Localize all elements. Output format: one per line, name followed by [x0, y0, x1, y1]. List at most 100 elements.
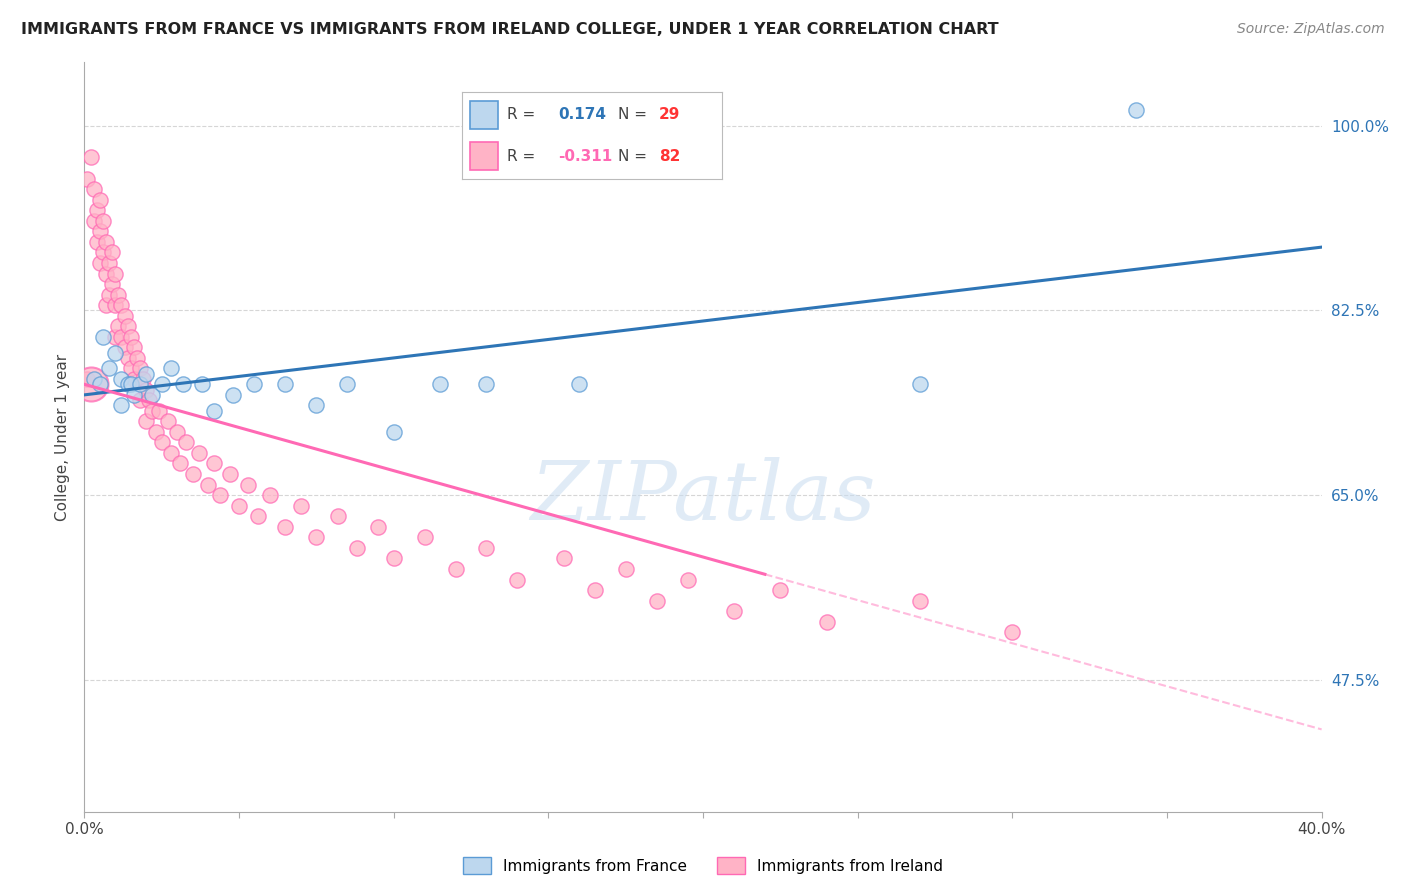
Point	[172, 377, 194, 392]
Point	[305, 530, 328, 544]
Point	[181, 467, 204, 481]
Point	[176, 435, 198, 450]
Point	[132, 372, 155, 386]
Point	[166, 425, 188, 439]
Point	[197, 477, 219, 491]
Point	[150, 377, 173, 392]
Point	[908, 593, 931, 607]
Point	[290, 499, 312, 513]
Point	[475, 541, 498, 555]
Point	[110, 372, 132, 386]
Point	[129, 377, 152, 392]
Point	[274, 520, 297, 534]
Point	[568, 377, 591, 392]
Point	[382, 425, 405, 439]
Point	[259, 488, 281, 502]
Point	[1125, 103, 1147, 117]
Point	[209, 488, 232, 502]
Point	[156, 414, 179, 428]
Point	[94, 267, 117, 281]
Point	[135, 367, 157, 381]
Point	[150, 435, 173, 450]
Point	[506, 573, 529, 587]
Point	[326, 509, 349, 524]
Text: ZIPatlas: ZIPatlas	[530, 457, 876, 537]
Point	[101, 245, 124, 260]
Point	[94, 298, 117, 312]
Point	[86, 235, 108, 249]
Point	[79, 377, 101, 392]
Point	[120, 377, 142, 392]
Point	[429, 377, 451, 392]
Point	[553, 551, 575, 566]
Point	[413, 530, 436, 544]
Point	[645, 593, 668, 607]
Point	[346, 541, 368, 555]
Point	[129, 393, 152, 408]
Point	[475, 377, 498, 392]
Point	[91, 213, 114, 227]
Point	[91, 245, 114, 260]
Point	[89, 193, 111, 207]
Point	[238, 477, 260, 491]
Point	[86, 203, 108, 218]
Point	[83, 182, 105, 196]
Point	[160, 361, 183, 376]
Point	[382, 551, 405, 566]
Point	[444, 562, 467, 576]
Point	[83, 372, 105, 386]
Point	[676, 573, 699, 587]
Point	[98, 361, 121, 376]
Point	[228, 499, 250, 513]
Point	[104, 267, 127, 281]
Point	[104, 330, 127, 344]
Point	[110, 298, 132, 312]
Point	[135, 414, 157, 428]
Text: Source: ZipAtlas.com: Source: ZipAtlas.com	[1237, 22, 1385, 37]
Point	[114, 340, 136, 354]
Point	[98, 287, 121, 301]
Point	[614, 562, 637, 576]
Point	[815, 615, 838, 629]
Point	[769, 583, 792, 598]
Point	[79, 150, 101, 164]
Point	[101, 277, 124, 291]
Point	[222, 388, 245, 402]
Point	[243, 377, 266, 392]
Point	[104, 345, 127, 359]
Point	[83, 213, 105, 227]
Point	[89, 377, 111, 392]
Point	[141, 388, 163, 402]
Point	[122, 388, 145, 402]
Point	[76, 372, 98, 386]
Point	[202, 457, 225, 471]
Point	[117, 351, 139, 365]
Point	[583, 583, 606, 598]
Point	[107, 319, 129, 334]
Point	[305, 399, 328, 413]
Text: IMMIGRANTS FROM FRANCE VS IMMIGRANTS FROM IRELAND COLLEGE, UNDER 1 YEAR CORRELAT: IMMIGRANTS FROM FRANCE VS IMMIGRANTS FRO…	[21, 22, 998, 37]
Point	[89, 256, 111, 270]
Point	[120, 330, 142, 344]
Point	[98, 256, 121, 270]
Point	[148, 403, 170, 417]
Point	[1001, 625, 1024, 640]
Point	[114, 309, 136, 323]
Point	[122, 340, 145, 354]
Point	[107, 287, 129, 301]
Point	[145, 425, 167, 439]
Point	[135, 383, 157, 397]
Point	[122, 372, 145, 386]
Point	[104, 298, 127, 312]
Point	[117, 319, 139, 334]
Point	[169, 457, 191, 471]
Point	[191, 377, 214, 392]
Point	[110, 330, 132, 344]
Point	[110, 399, 132, 413]
Point	[160, 446, 183, 460]
Point	[908, 377, 931, 392]
Point	[129, 361, 152, 376]
Point	[274, 377, 297, 392]
Point	[246, 509, 269, 524]
Point	[336, 377, 359, 392]
